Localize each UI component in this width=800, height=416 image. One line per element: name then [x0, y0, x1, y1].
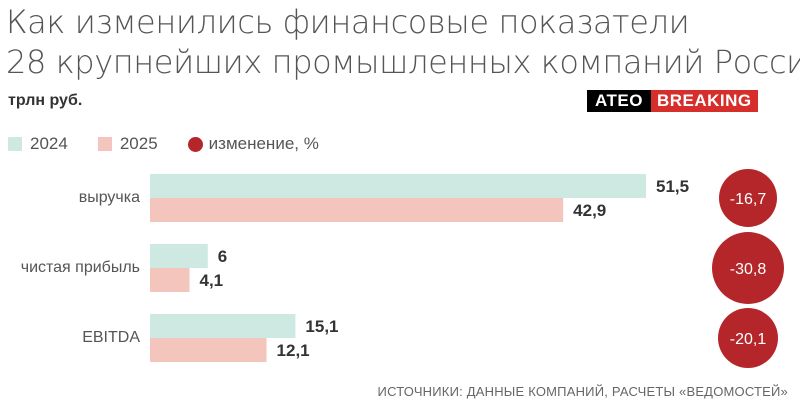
legend-label-2024: 2024 [30, 134, 68, 153]
title-line-2: 28 крупнейших промышленных компаний Росс… [6, 43, 800, 81]
category-label-net-profit: чистая прибыль [21, 259, 140, 276]
bar-net-profit-2025 [150, 268, 190, 292]
category-label-ebitda: EBITDA [82, 329, 140, 346]
bar-ebitda-2025 [150, 338, 267, 362]
brand-logo-part-2: BREAKING [650, 90, 758, 112]
bar-revenue-2025 [150, 198, 564, 222]
data-label-ebitda-2025: 12,1 [277, 341, 310, 360]
legend-dot-change [187, 136, 203, 152]
legend-label-2025: 2025 [119, 134, 158, 153]
legend: 2024 2025 изменение, % [8, 132, 349, 156]
change-label-revenue: -16,7 [730, 191, 767, 208]
data-label-net-profit-2024: 6 [218, 247, 227, 266]
legend-label-change: изменение, % [208, 134, 319, 153]
bar-net-profit-2024 [150, 244, 208, 268]
data-label-revenue-2025: 42,9 [573, 201, 606, 220]
change-circle-ebitda [718, 308, 778, 368]
data-label-revenue-2024: 51,5 [656, 177, 689, 196]
legend-swatch-2025 [97, 137, 112, 151]
data-label-net-profit-2025: 4,1 [199, 271, 223, 290]
brand-logo: ATEO BREAKING [587, 90, 758, 112]
unit-label: трлн руб. [8, 92, 83, 109]
source-note: ИСТОЧНИКИ: ДАННЫЕ КОМПАНИЙ, РАСЧЕТЫ «ВЕД… [377, 384, 788, 399]
legend-item-2024: 2024 [8, 134, 68, 154]
title-line-1: Как изменились финансовые показатели [6, 3, 690, 41]
category-label-revenue: выручка [79, 189, 140, 206]
change-label-ebitda: -20,1 [730, 331, 767, 348]
legend-item-2025: 2025 [97, 134, 158, 154]
bar-chart: выручка 51,5 42,9 -16,7 чистая прибыль 6 4,1 -3… [21, 169, 784, 368]
chart-title: Как изменились финансовые показатели 28 … [6, 2, 800, 82]
data-label-ebitda-2024: 15,1 [305, 317, 338, 336]
legend-item-change: изменение, % [187, 134, 319, 154]
change-circle-net-profit [712, 232, 784, 304]
bar-revenue-2024 [150, 174, 646, 198]
bar-ebitda-2024 [150, 314, 296, 338]
brand-logo-part-1: ATEO [587, 90, 651, 112]
change-label-net-profit: -30,8 [730, 261, 767, 278]
change-circle-revenue [719, 169, 777, 227]
legend-swatch-2024 [8, 137, 22, 151]
